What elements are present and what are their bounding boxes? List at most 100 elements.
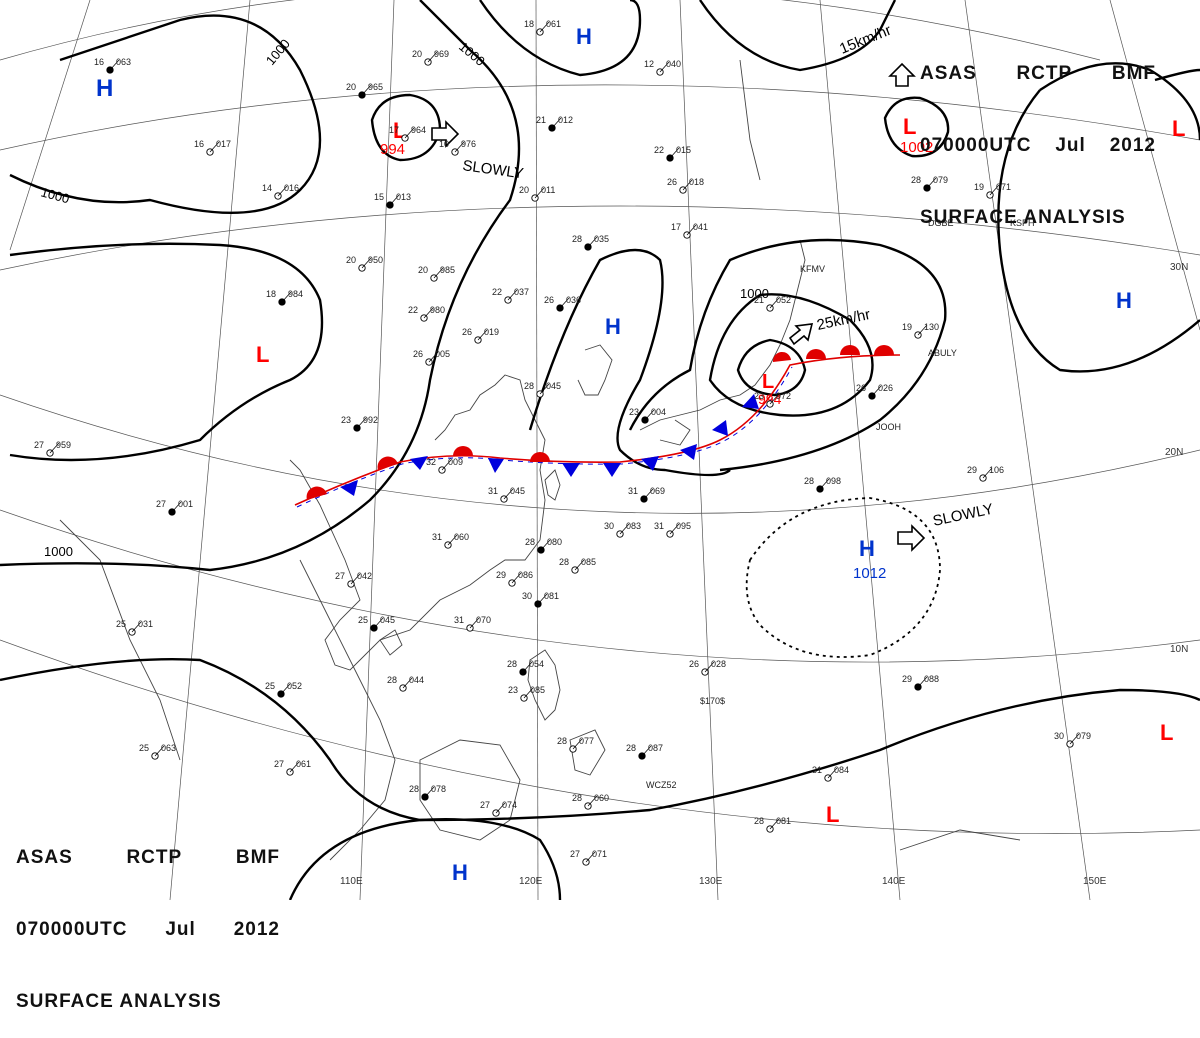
wind-barb-icon (507, 289, 518, 301)
station-pressure: 130 (924, 322, 939, 332)
station-pressure: 964 (411, 125, 426, 135)
station-temperature: 25 (139, 743, 149, 753)
station-temperature: 30 (604, 521, 614, 531)
title-word: ASAS (16, 847, 73, 868)
station-pressure: 015 (676, 145, 691, 155)
station-temperature: 18 (266, 289, 276, 299)
station-temperature: 28 (572, 234, 582, 244)
movement-arrows (431, 62, 926, 552)
station-pressure: 081 (544, 591, 559, 601)
station-pressure: 098 (826, 476, 841, 486)
isobar-korea-high (528, 248, 731, 477)
warm-front-mark (772, 351, 791, 362)
high-pressure-center: H (452, 860, 468, 885)
station-pressure: 081 (776, 816, 791, 826)
station-pressure: 984 (288, 289, 303, 299)
station-temperature: 29 (902, 674, 912, 684)
wind-barb-icon (427, 51, 438, 63)
latitude-label: 10N (1170, 644, 1188, 655)
low-pressure-center: L (826, 802, 839, 827)
station-temperature: 23 (508, 685, 518, 695)
station-pressure: 976 (461, 139, 476, 149)
wind-barb-icon (769, 393, 780, 405)
title-word: 070000UTC (920, 135, 1032, 156)
warm-front-mark (840, 345, 860, 355)
parallel-40n (0, 84, 1200, 151)
latitude-label: 30N (1170, 262, 1188, 273)
wind-barb-icon (433, 267, 444, 279)
station-pressure: 061 (546, 19, 561, 29)
meridian-120e (535, 0, 539, 900)
station-pressure: 972 (776, 391, 791, 401)
station-pressure: 041 (693, 222, 708, 232)
station-temperature: 27 (274, 759, 284, 769)
station-pressure: 992 (363, 415, 378, 425)
warm-front-mark (874, 345, 894, 355)
wind-barb-icon (523, 687, 534, 699)
wind-barb-icon (587, 795, 598, 807)
low-pressure-center: L (1160, 720, 1173, 745)
station-pressure: 036 (566, 295, 581, 305)
station-pressure: 045 (510, 486, 525, 496)
warm-front-mark (530, 452, 550, 462)
arrow-east-icon (431, 120, 460, 148)
station-pressure: 079 (933, 175, 948, 185)
station-pressure: 965 (368, 82, 383, 92)
coast-china (289, 374, 546, 671)
wind-barb-icon (131, 621, 142, 633)
front-line-red (294, 354, 901, 506)
station-pressure: 017 (216, 139, 231, 149)
low-pressure-value: 994 (758, 391, 782, 407)
isobar-bottom (288, 817, 562, 900)
cold-front-mark (641, 456, 659, 471)
station-temperature: 27 (156, 499, 166, 509)
isobar-japan-1000 (708, 293, 874, 417)
station-temperature: 25 (265, 681, 275, 691)
station-temperature: 32 (426, 457, 436, 467)
high-pressure-center: H (576, 24, 592, 49)
coast-sakhalin (739, 59, 761, 181)
station-pressure: 060 (594, 793, 609, 803)
station-pressure: 011 (541, 185, 555, 195)
high-pressure-value: 1012 (853, 565, 886, 582)
longitude-label: 130E (699, 876, 723, 887)
station-pressure: 019 (484, 327, 499, 337)
wind-barb-icon (572, 738, 583, 750)
station-pressure: 004 (651, 407, 666, 417)
station-pressure: 040 (666, 59, 681, 69)
cold-front-mark (488, 458, 504, 473)
coast-luzon (527, 649, 561, 721)
station-pressure: 037 (514, 287, 529, 297)
wind-barb-icon (280, 683, 291, 695)
station-pressure: 088 (924, 674, 939, 684)
station-id: KSPH (1010, 218, 1035, 228)
meridian-110e (359, 0, 395, 900)
warm-front-mark (377, 456, 398, 470)
meridian-150e (964, 0, 1091, 900)
wind-barb-icon (644, 409, 655, 421)
wind-barb-icon (171, 501, 182, 513)
station-pressure: 044 (409, 675, 424, 685)
station-temperature: 27 (34, 440, 44, 450)
isobar-east-high (997, 62, 1200, 373)
station-temperature: 22 (654, 145, 664, 155)
station-temperature: 16 (94, 57, 104, 67)
wind-barb-icon (373, 617, 384, 629)
station-temperature: 22 (408, 305, 418, 315)
wind-barb-icon (454, 141, 465, 153)
title-word: RCTP (1016, 63, 1073, 84)
wind-barb-icon (109, 59, 120, 71)
chart-title-bottom-left: ASAS RCTP BMF 070000UTC Jul 2012 SURFACE ANA… (16, 798, 280, 1038)
station-temperature: 26 (462, 327, 472, 337)
station-temperature: 26 (413, 349, 423, 359)
cold-front-mark (680, 444, 697, 460)
title-subtitle: SURFACE ANALYSIS (16, 991, 222, 1012)
wind-barb-icon (209, 141, 220, 153)
station-temperature: 31 (432, 532, 442, 542)
wind-barb-icon (423, 307, 434, 319)
meridian-100e (169, 0, 251, 900)
stationary-front (294, 345, 901, 508)
wind-barb-icon (537, 593, 548, 605)
station-temperature: 28 (409, 784, 419, 794)
station-pressure: 959 (56, 440, 71, 450)
